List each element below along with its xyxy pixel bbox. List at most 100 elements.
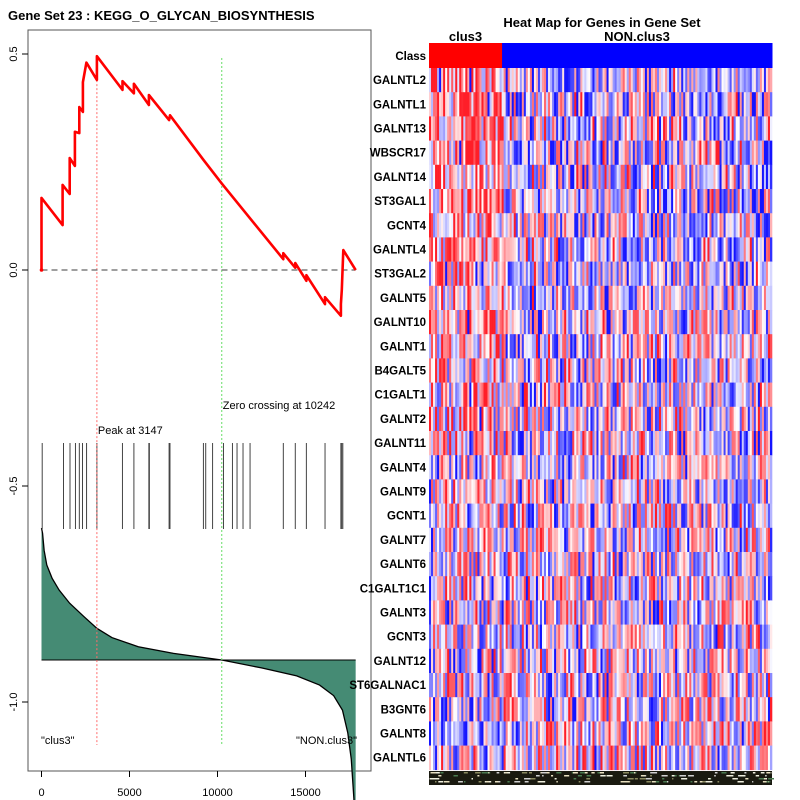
heatmap-cell xyxy=(487,624,490,650)
heatmap-cell xyxy=(586,92,589,117)
heatmap-cell xyxy=(652,334,656,359)
heatmap-cell xyxy=(602,382,605,408)
heatmap-cell xyxy=(483,673,486,698)
heatmap-cell xyxy=(675,721,678,746)
heatmap-cell xyxy=(586,600,589,625)
heatmap-cell xyxy=(663,164,666,190)
heatmap-cell xyxy=(628,92,632,117)
heatmap-cell xyxy=(505,745,508,771)
heatmap-cell xyxy=(596,213,599,238)
heatmap-cell xyxy=(550,310,553,335)
heatmap-cell xyxy=(663,68,666,93)
heatmap-cell xyxy=(608,648,611,674)
heatmap-cell xyxy=(441,116,444,141)
heatmap-cell xyxy=(763,140,767,166)
heatmap-cell xyxy=(574,310,577,335)
heatmap-cell xyxy=(622,552,626,577)
heatmap-cell xyxy=(473,527,476,553)
heatmap-cell xyxy=(459,237,462,262)
heatmap-cell xyxy=(695,479,698,504)
heatmap-cell xyxy=(667,745,670,771)
heatmap-cell xyxy=(548,189,551,214)
heatmap-cell xyxy=(564,745,567,771)
heatmap-cell xyxy=(685,503,688,529)
heatmap-cell xyxy=(749,552,753,577)
heatmap-cell xyxy=(491,576,494,601)
heatmap-cell xyxy=(636,285,640,311)
heatmap-cell xyxy=(439,479,442,504)
heatmap-cell xyxy=(769,552,773,577)
heatmap-cell xyxy=(558,140,561,166)
heatmap-cell xyxy=(586,552,589,577)
heatmap-cell xyxy=(529,576,533,601)
heatmap-cell xyxy=(564,479,567,504)
heatmap-cell xyxy=(650,382,654,408)
heatmap-cell xyxy=(747,600,751,625)
heatmap-cell xyxy=(445,455,448,480)
heatmap-cell xyxy=(562,745,565,771)
y-tick-label: 0.0 xyxy=(8,262,20,277)
heatmap-cell xyxy=(614,358,617,383)
heatmap-cell xyxy=(548,455,551,480)
heatmap-cell xyxy=(570,310,573,335)
heatmap-cell xyxy=(687,189,690,214)
heatmap-cell xyxy=(439,406,442,432)
heatmap-cell xyxy=(535,334,539,359)
heatmap-cell xyxy=(618,455,621,480)
heatmap-cell xyxy=(612,334,615,359)
heatmap-cell xyxy=(566,431,569,456)
heatmap-cell xyxy=(537,164,541,190)
heatmap-cell xyxy=(457,261,460,287)
heatmap-cell xyxy=(600,164,603,190)
heatmap-cell xyxy=(618,745,621,771)
heatmap-cell xyxy=(479,92,482,117)
heatmap-cell xyxy=(481,673,484,698)
heatmap-cell xyxy=(640,164,644,190)
heatmap-cell xyxy=(644,431,648,456)
heatmap-cell xyxy=(606,310,609,335)
heatmap-cell xyxy=(537,310,541,335)
heatmap-cell xyxy=(729,382,732,408)
heatmap-cell xyxy=(590,600,593,625)
heatmap-cell xyxy=(747,479,751,504)
heatmap-cell xyxy=(669,745,672,771)
heatmap-cell xyxy=(679,527,682,553)
heatmap-cell xyxy=(523,648,527,674)
heatmap-cell xyxy=(525,358,529,383)
heatmap-cell xyxy=(755,721,759,746)
heatmap-cell xyxy=(515,576,519,601)
heatmap-cell xyxy=(552,721,555,746)
heatmap-cell xyxy=(517,479,521,504)
heatmap-cell xyxy=(590,213,593,238)
heatmap-cell xyxy=(634,140,638,166)
heatmap-cell xyxy=(574,68,577,93)
heatmap-cell xyxy=(697,189,700,214)
heatmap-cell xyxy=(469,552,472,577)
heatmap-cell xyxy=(661,697,664,722)
heatmap-cell xyxy=(715,527,718,553)
heatmap-cell xyxy=(656,673,660,698)
heatmap-cell xyxy=(477,527,480,553)
heatmap-cell xyxy=(505,431,508,456)
heatmap-cell xyxy=(727,503,730,529)
heatmap-cell xyxy=(493,673,496,698)
heatmap-cell xyxy=(515,382,519,408)
heatmap-cell xyxy=(749,697,753,722)
heatmap-cell xyxy=(535,745,539,771)
heatmap-cell xyxy=(675,624,678,650)
heatmap-cell xyxy=(457,68,460,93)
heatmap-cell xyxy=(650,455,654,480)
heatmap-cell xyxy=(767,576,771,601)
heatmap-cell xyxy=(747,552,751,577)
heatmap-cell xyxy=(701,455,704,480)
heatmap-cell xyxy=(654,68,658,93)
heatmap-cell xyxy=(459,745,462,771)
heatmap-cell xyxy=(610,140,613,166)
heatmap-cell xyxy=(753,68,757,93)
heatmap-cell xyxy=(751,140,755,166)
heatmap-cell xyxy=(596,310,599,335)
heatmap-cell xyxy=(580,116,583,141)
heatmap-cell xyxy=(739,92,743,117)
heatmap-cell xyxy=(699,140,702,166)
heatmap-cell xyxy=(691,406,694,432)
